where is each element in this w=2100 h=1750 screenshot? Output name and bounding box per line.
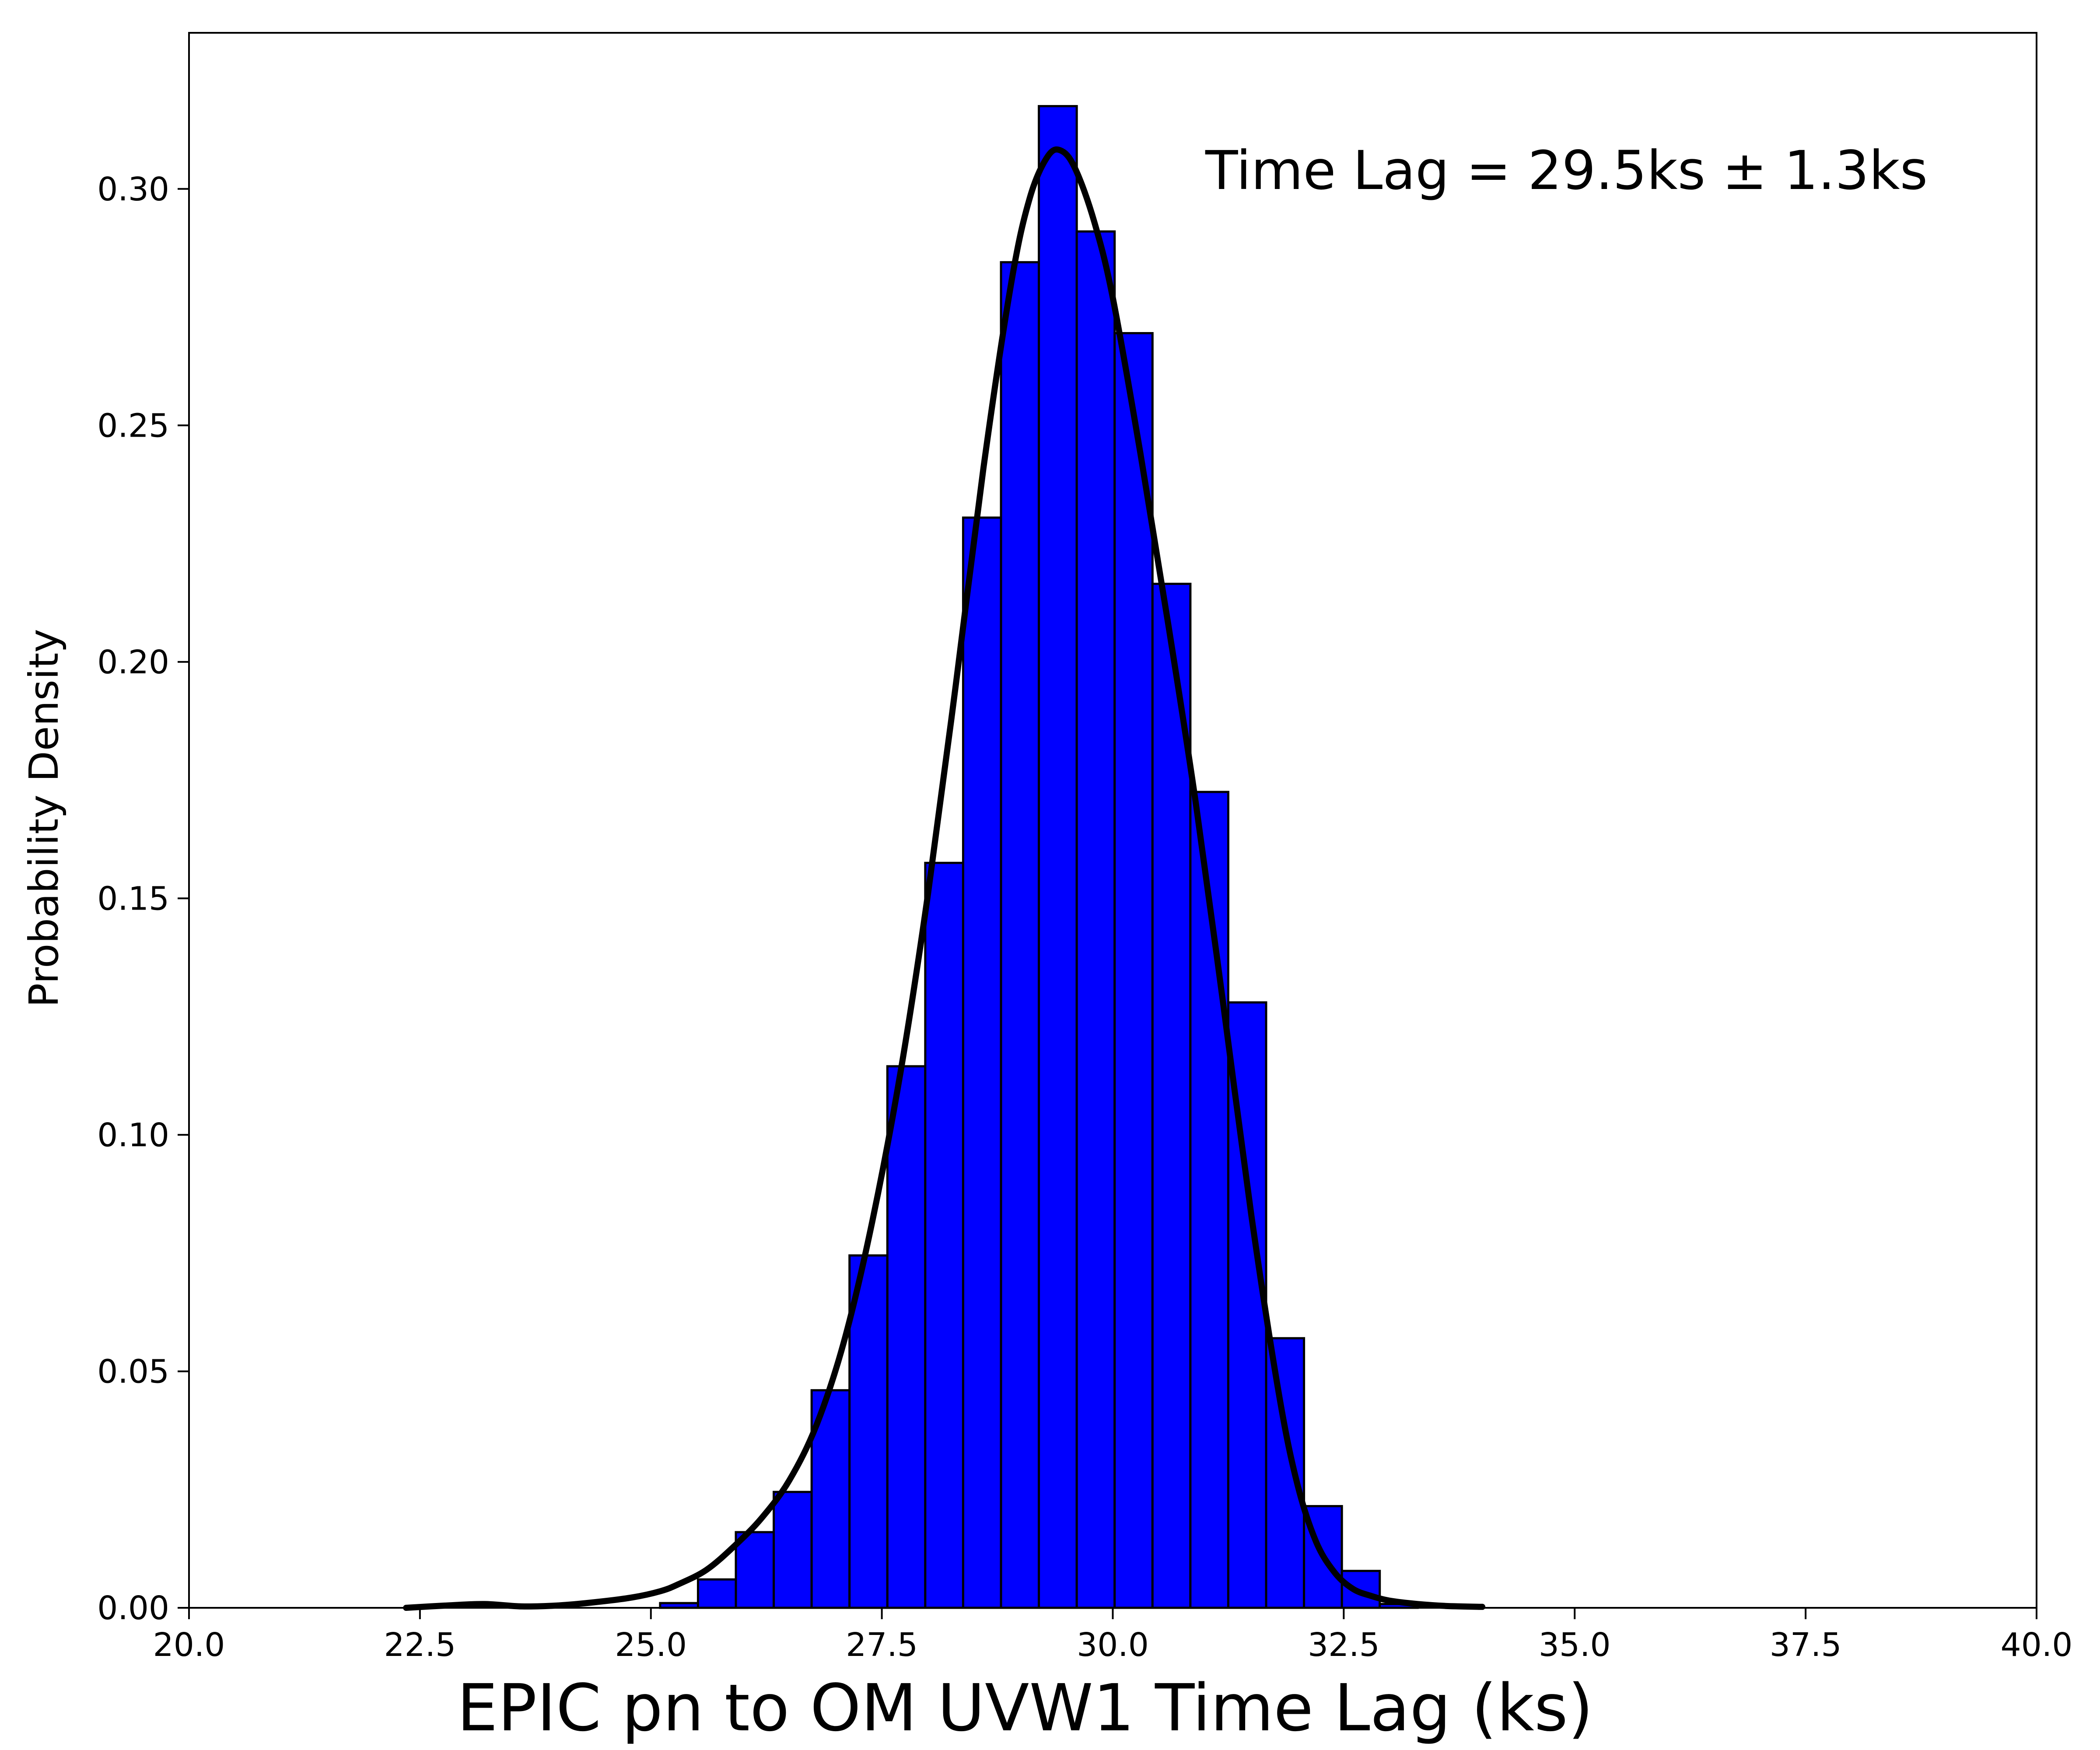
time-lag-annotation: Time Lag = 29.5ks ± 1.3ks: [1205, 140, 1928, 202]
y-tick-label: 0.10: [97, 1116, 169, 1154]
x-tick-label: 27.5: [846, 1626, 918, 1664]
y-axis-label: Probability Density: [21, 629, 67, 1007]
y-tick-label: 0.05: [97, 1353, 169, 1390]
density-curve: [403, 146, 1486, 1611]
x-tick-label: 22.5: [384, 1626, 456, 1664]
x-tick-label: 32.5: [1308, 1626, 1380, 1664]
x-axis-ticks: 20.0 22.5 25.0 27.5 30.0 32.5 35.0 37.5 40.0: [153, 1608, 2073, 1664]
histogram-bar: [1113, 332, 1154, 1609]
x-tick-label: 20.0: [153, 1626, 225, 1664]
histogram-bar: [962, 516, 1002, 1609]
histogram-bar: [924, 861, 964, 1609]
x-tick-label: 40.0: [2001, 1626, 2073, 1664]
x-axis-label: EPIC pn to OM UVW1 Time Lag (ks): [457, 1670, 1593, 1746]
histogram-bar: [1189, 791, 1229, 1609]
histogram-bar: [1000, 261, 1040, 1609]
histogram-bar: [1265, 1337, 1306, 1609]
histogram-bar: [1075, 230, 1116, 1609]
histogram-bars: [659, 105, 1419, 1609]
y-axis-ticks: 0.00 0.05 0.10 0.15 0.20 0.25 0.30: [97, 171, 189, 1627]
x-tick-label: 25.0: [615, 1626, 687, 1664]
y-tick-label: 0.20: [97, 644, 169, 681]
histogram-bar: [696, 1578, 737, 1609]
x-tick-label: 37.5: [1770, 1626, 1842, 1664]
y-tick-label: 0.25: [97, 407, 169, 444]
y-tick-label: 0.00: [97, 1589, 169, 1627]
x-tick-label: 30.0: [1077, 1626, 1149, 1664]
histogram-bar: [1038, 105, 1078, 1609]
y-tick-label: 0.15: [97, 880, 169, 917]
x-tick-label: 35.0: [1539, 1626, 1611, 1664]
y-tick-label: 0.30: [97, 171, 169, 208]
histogram-bar: [735, 1531, 775, 1609]
histogram-bar: [886, 1065, 927, 1609]
histogram-bar: [773, 1491, 813, 1609]
